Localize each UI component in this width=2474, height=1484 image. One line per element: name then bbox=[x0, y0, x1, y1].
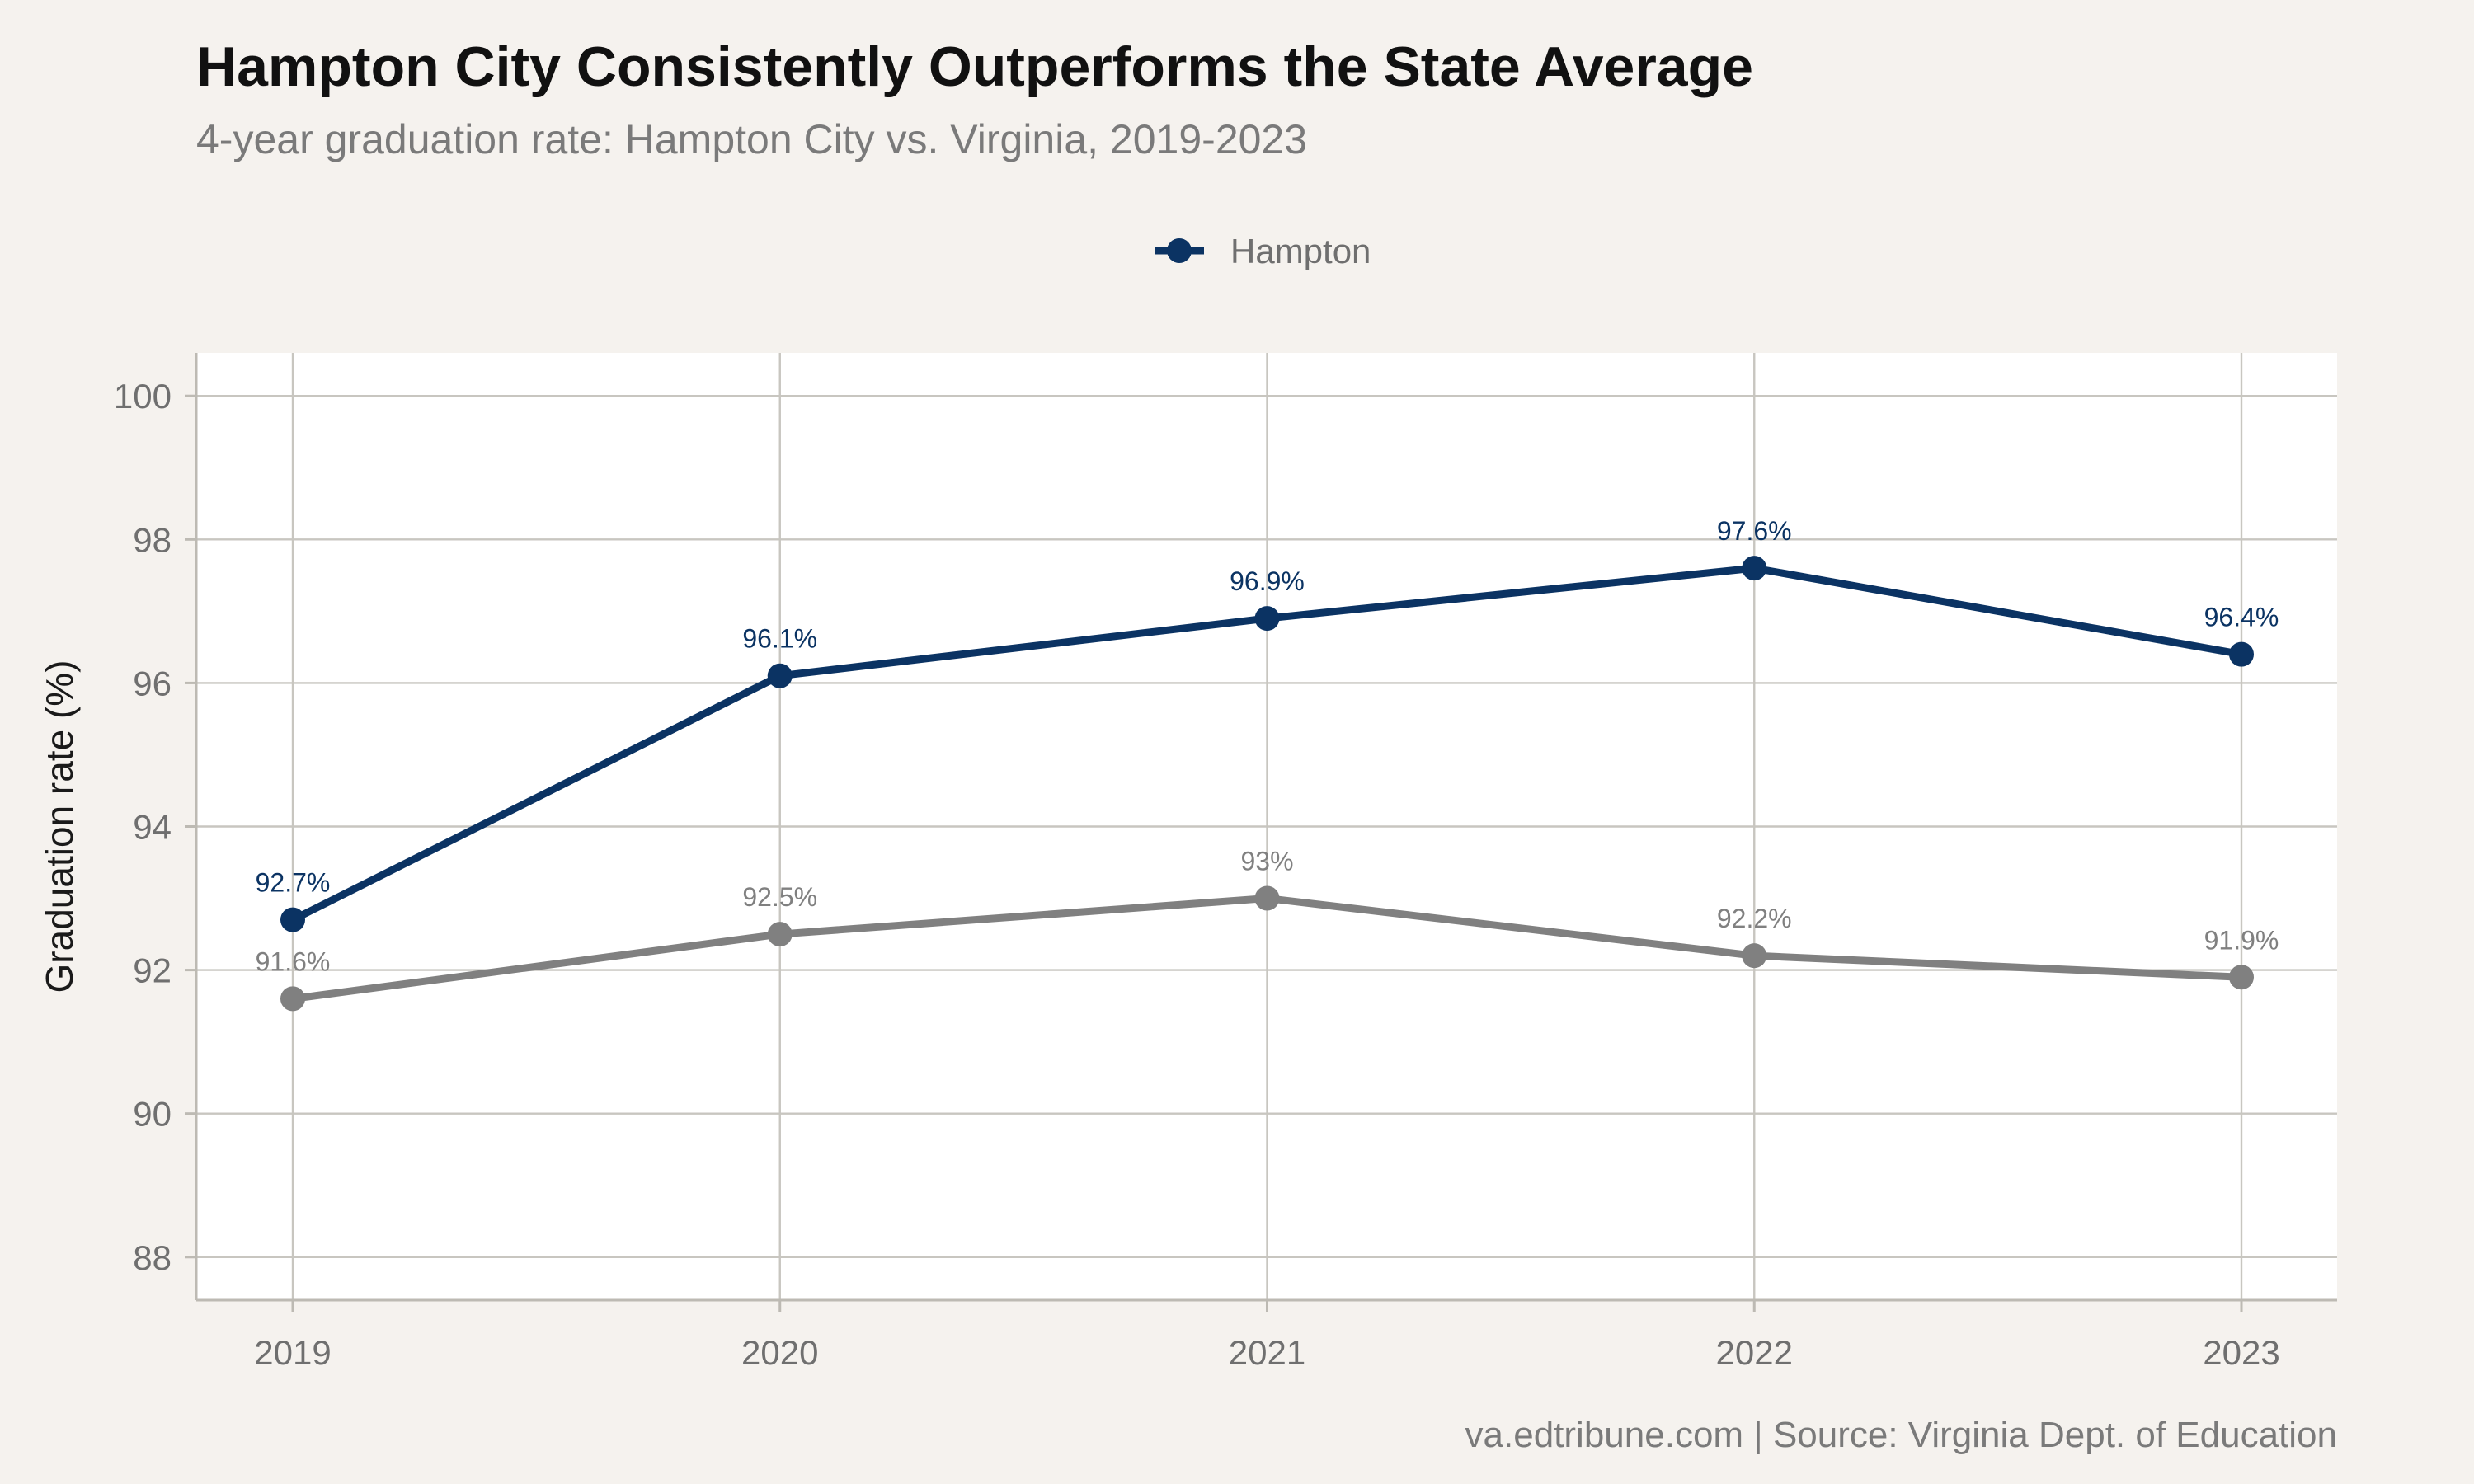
y-tick-label: 96 bbox=[133, 664, 172, 702]
source-caption: va.edtribune.com | Source: Virginia Dept… bbox=[1465, 1415, 2337, 1455]
y-tick-label: 98 bbox=[133, 520, 172, 559]
hampton-data-point bbox=[1254, 606, 1280, 632]
virginia-data-point bbox=[2229, 965, 2254, 990]
hampton-data-point bbox=[1742, 556, 1767, 581]
virginia-data-label: 93% bbox=[1240, 847, 1293, 876]
hampton-data-point bbox=[280, 907, 305, 932]
x-tick-label: 2022 bbox=[1716, 1333, 1793, 1372]
y-tick-label: 88 bbox=[133, 1238, 172, 1277]
virginia-data-point bbox=[1254, 885, 1280, 911]
series-layer bbox=[280, 556, 2254, 1012]
x-tick-label: 2019 bbox=[254, 1333, 331, 1372]
virginia-data-point bbox=[280, 986, 305, 1012]
y-tick-label: 90 bbox=[133, 1095, 172, 1134]
x-tick-label: 2021 bbox=[1229, 1333, 1305, 1372]
hampton-data-label: 96.1% bbox=[742, 624, 817, 654]
y-axis-title: Graduation rate (%) bbox=[38, 660, 81, 993]
x-tick-label: 2023 bbox=[2203, 1333, 2279, 1372]
hampton-data-label: 97.6% bbox=[1717, 516, 1792, 546]
hampton-data-point bbox=[767, 663, 793, 688]
virginia-data-point bbox=[1742, 943, 1767, 969]
legend-label: Hampton bbox=[1230, 232, 1371, 270]
hampton-data-label: 92.7% bbox=[256, 868, 331, 898]
hampton-data-label: 96.9% bbox=[1230, 566, 1305, 596]
hampton-data-point bbox=[2229, 641, 2254, 667]
y-tick-label: 100 bbox=[114, 377, 172, 416]
data-labels: 91.6% 92.5% 93% 92.2% 91.9% 92.7% 96.1% 96.9% 97… bbox=[256, 516, 2279, 976]
y-tick-label: 94 bbox=[133, 808, 172, 847]
chart-subtitle: 4-year graduation rate: Hampton City vs.… bbox=[196, 116, 1308, 162]
hampton-data-label: 96.4% bbox=[2204, 603, 2279, 632]
y-tick-label: 92 bbox=[133, 951, 172, 990]
virginia-data-label: 91.9% bbox=[2204, 925, 2279, 955]
grid-lines bbox=[196, 353, 2337, 1300]
legend: Hampton bbox=[1155, 232, 1371, 270]
x-tick-label: 2020 bbox=[741, 1333, 818, 1372]
axes: 88 90 92 94 96 98 100 2019 2020 2021 2022 2023 bbox=[114, 353, 2337, 1372]
virginia-data-label: 92.5% bbox=[742, 882, 817, 912]
virginia-data-label: 91.6% bbox=[256, 946, 331, 976]
virginia-data-point bbox=[767, 922, 793, 947]
chart-title: Hampton City Consistently Outperforms th… bbox=[196, 35, 1753, 98]
virginia-data-label: 92.2% bbox=[1717, 904, 1792, 933]
legend-key-point bbox=[1167, 238, 1192, 263]
